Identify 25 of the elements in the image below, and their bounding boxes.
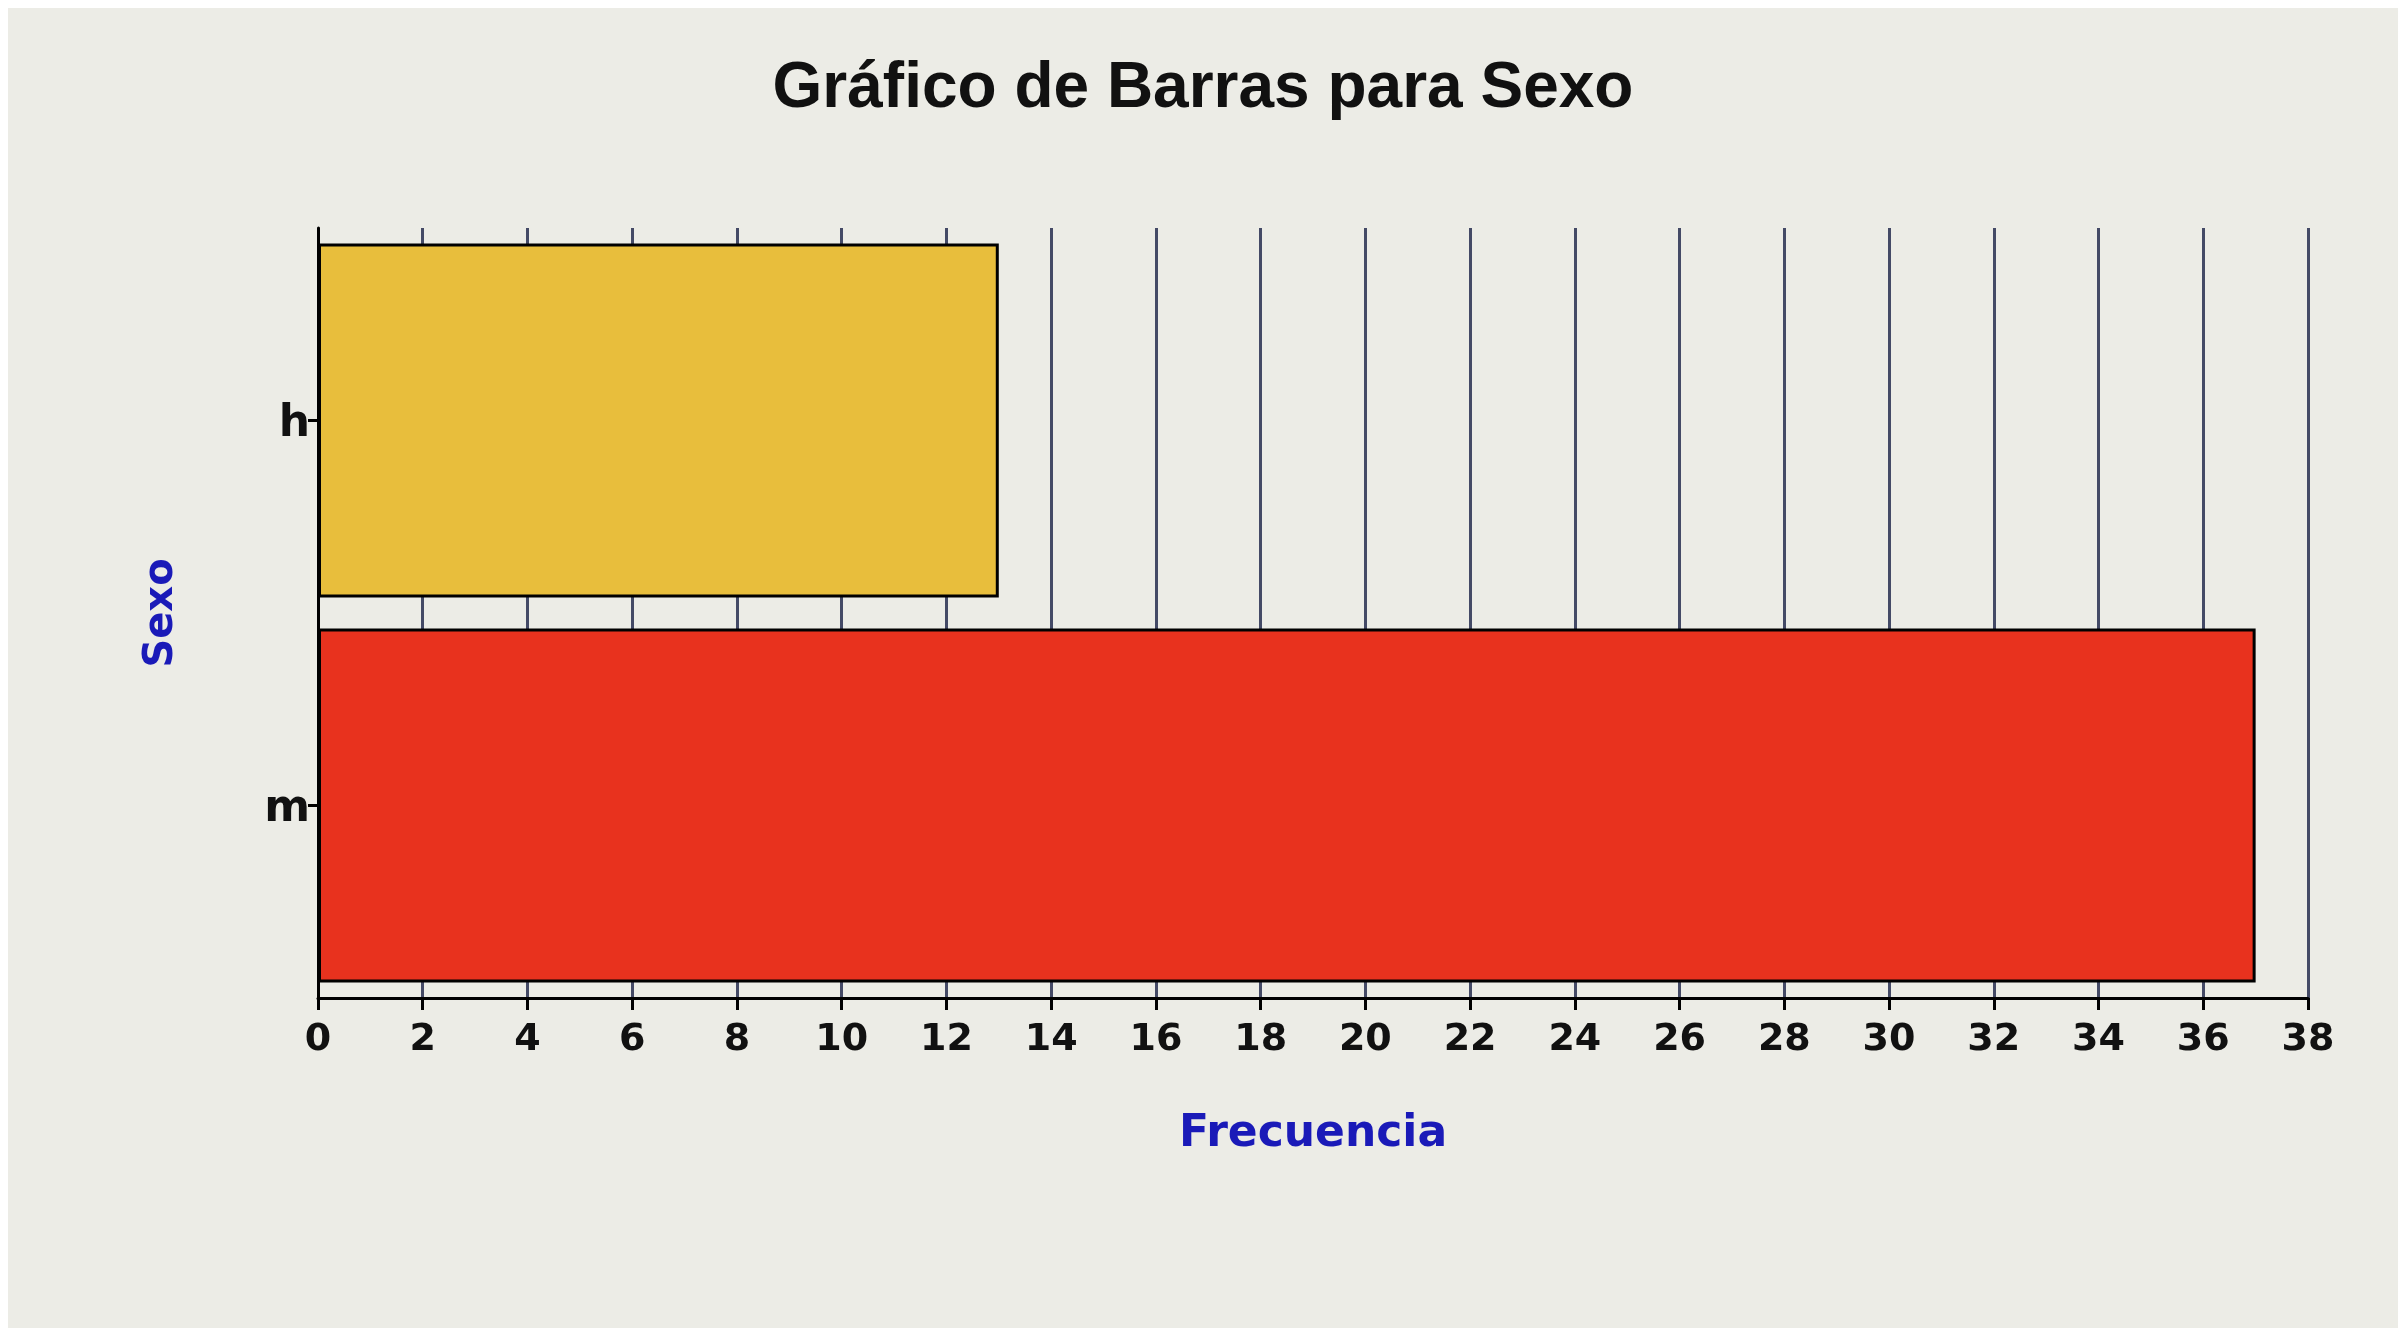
chart-title: Gráfico de Barras para Sexo	[772, 49, 1634, 121]
x-axis-title: Frecuencia	[1178, 1104, 1448, 1156]
x-tick-label: 20	[1338, 1015, 1392, 1059]
y-tick-label: m	[264, 780, 310, 831]
x-tick-label: 36	[2176, 1015, 2230, 1059]
x-tick-label: 28	[1757, 1015, 1811, 1059]
x-tick-label: 16	[1129, 1015, 1183, 1059]
x-tick-label: 18	[1234, 1015, 1288, 1059]
y-tick-label: h	[278, 395, 310, 446]
x-tick-label: 8	[723, 1015, 751, 1059]
x-tick-label: 0	[304, 1015, 332, 1059]
x-tick-label: 14	[1024, 1015, 1078, 1059]
x-tick-label: 12	[919, 1015, 973, 1059]
x-tick-label: 30	[1862, 1015, 1916, 1059]
x-tick-label: 4	[514, 1015, 541, 1059]
x-tick-label: 22	[1443, 1015, 1497, 1059]
x-tick-label: 10	[815, 1015, 869, 1059]
x-tick-label: 38	[2281, 1015, 2335, 1059]
x-tick-label: 32	[1967, 1015, 2021, 1059]
x-tick-label: 6	[618, 1015, 646, 1059]
x-tick-label: 26	[1653, 1015, 1707, 1059]
x-tick-label: 34	[2072, 1015, 2125, 1059]
x-tick-label: 2	[409, 1015, 436, 1059]
y-axis-title: Sexo	[135, 558, 181, 668]
x-tick-label: 24	[1548, 1015, 1602, 1059]
